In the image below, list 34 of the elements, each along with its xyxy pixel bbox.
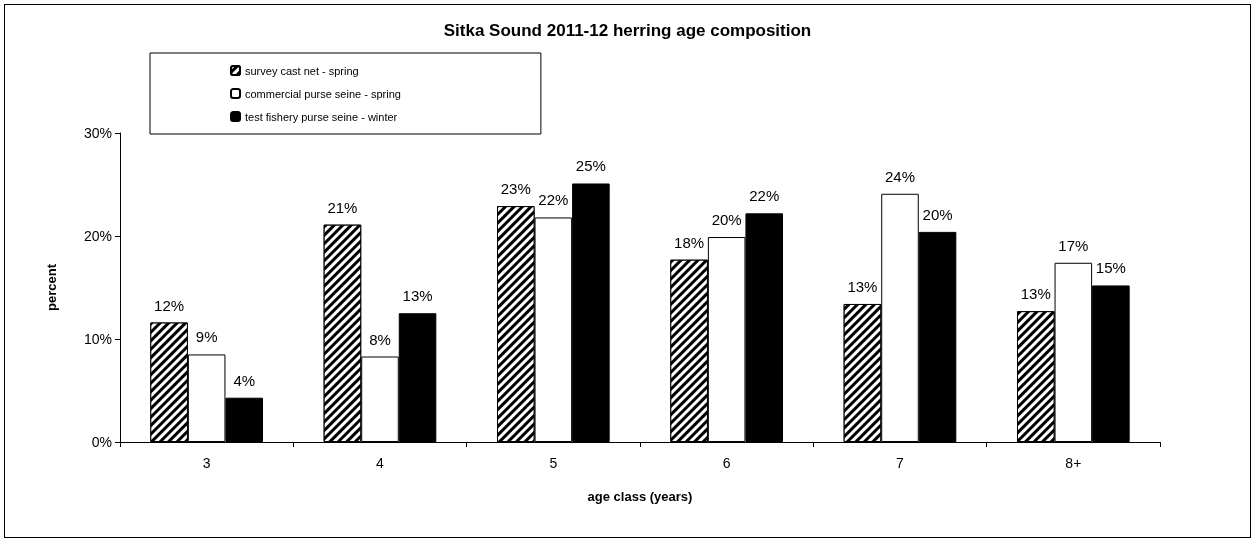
data-label: 4% [233,371,256,389]
y-tick-label: 10% [83,331,112,347]
data-label: 9% [195,328,218,346]
data-label: 23% [500,180,531,198]
chart-title: Sitka Sound 2011-12 herring age composition [443,21,812,40]
data-label: 13% [1020,285,1051,303]
data-label: 24% [884,167,916,185]
data-label: 12% [154,296,185,314]
data-label: 25% [575,157,606,175]
data-label: 8% [369,330,391,348]
x-tick-label: 6 [722,455,731,471]
y-tick-label: 20% [83,228,112,244]
x-tick-label: 8+ [1065,455,1082,471]
legend-label: survey cast net - spring [245,64,359,77]
x-tick-label: 3 [202,455,211,471]
data-label: 20% [922,205,953,223]
y-tick-label: 30% [83,125,112,141]
data-label: 15% [1095,259,1126,277]
y-tick-label: 0% [91,434,112,450]
data-label: 13% [847,277,878,295]
x-tick-label: 4 [376,455,385,471]
y-axis-title: percent [44,263,59,311]
data-label: 22% [749,187,780,205]
data-label: 13% [402,287,433,305]
x-tick-label: 7 [896,455,905,471]
legend-label: test fishery purse seine - winter [245,110,398,123]
data-label: 22% [538,191,569,209]
data-label: 18% [674,233,705,251]
x-tick-label: 5 [549,455,558,471]
legend-label: commercial purse seine - spring [245,87,401,100]
data-label: 17% [1058,236,1089,254]
x-axis-title: age class (years) [587,489,693,504]
data-label: 21% [327,198,358,216]
data-label: 20% [711,211,742,229]
